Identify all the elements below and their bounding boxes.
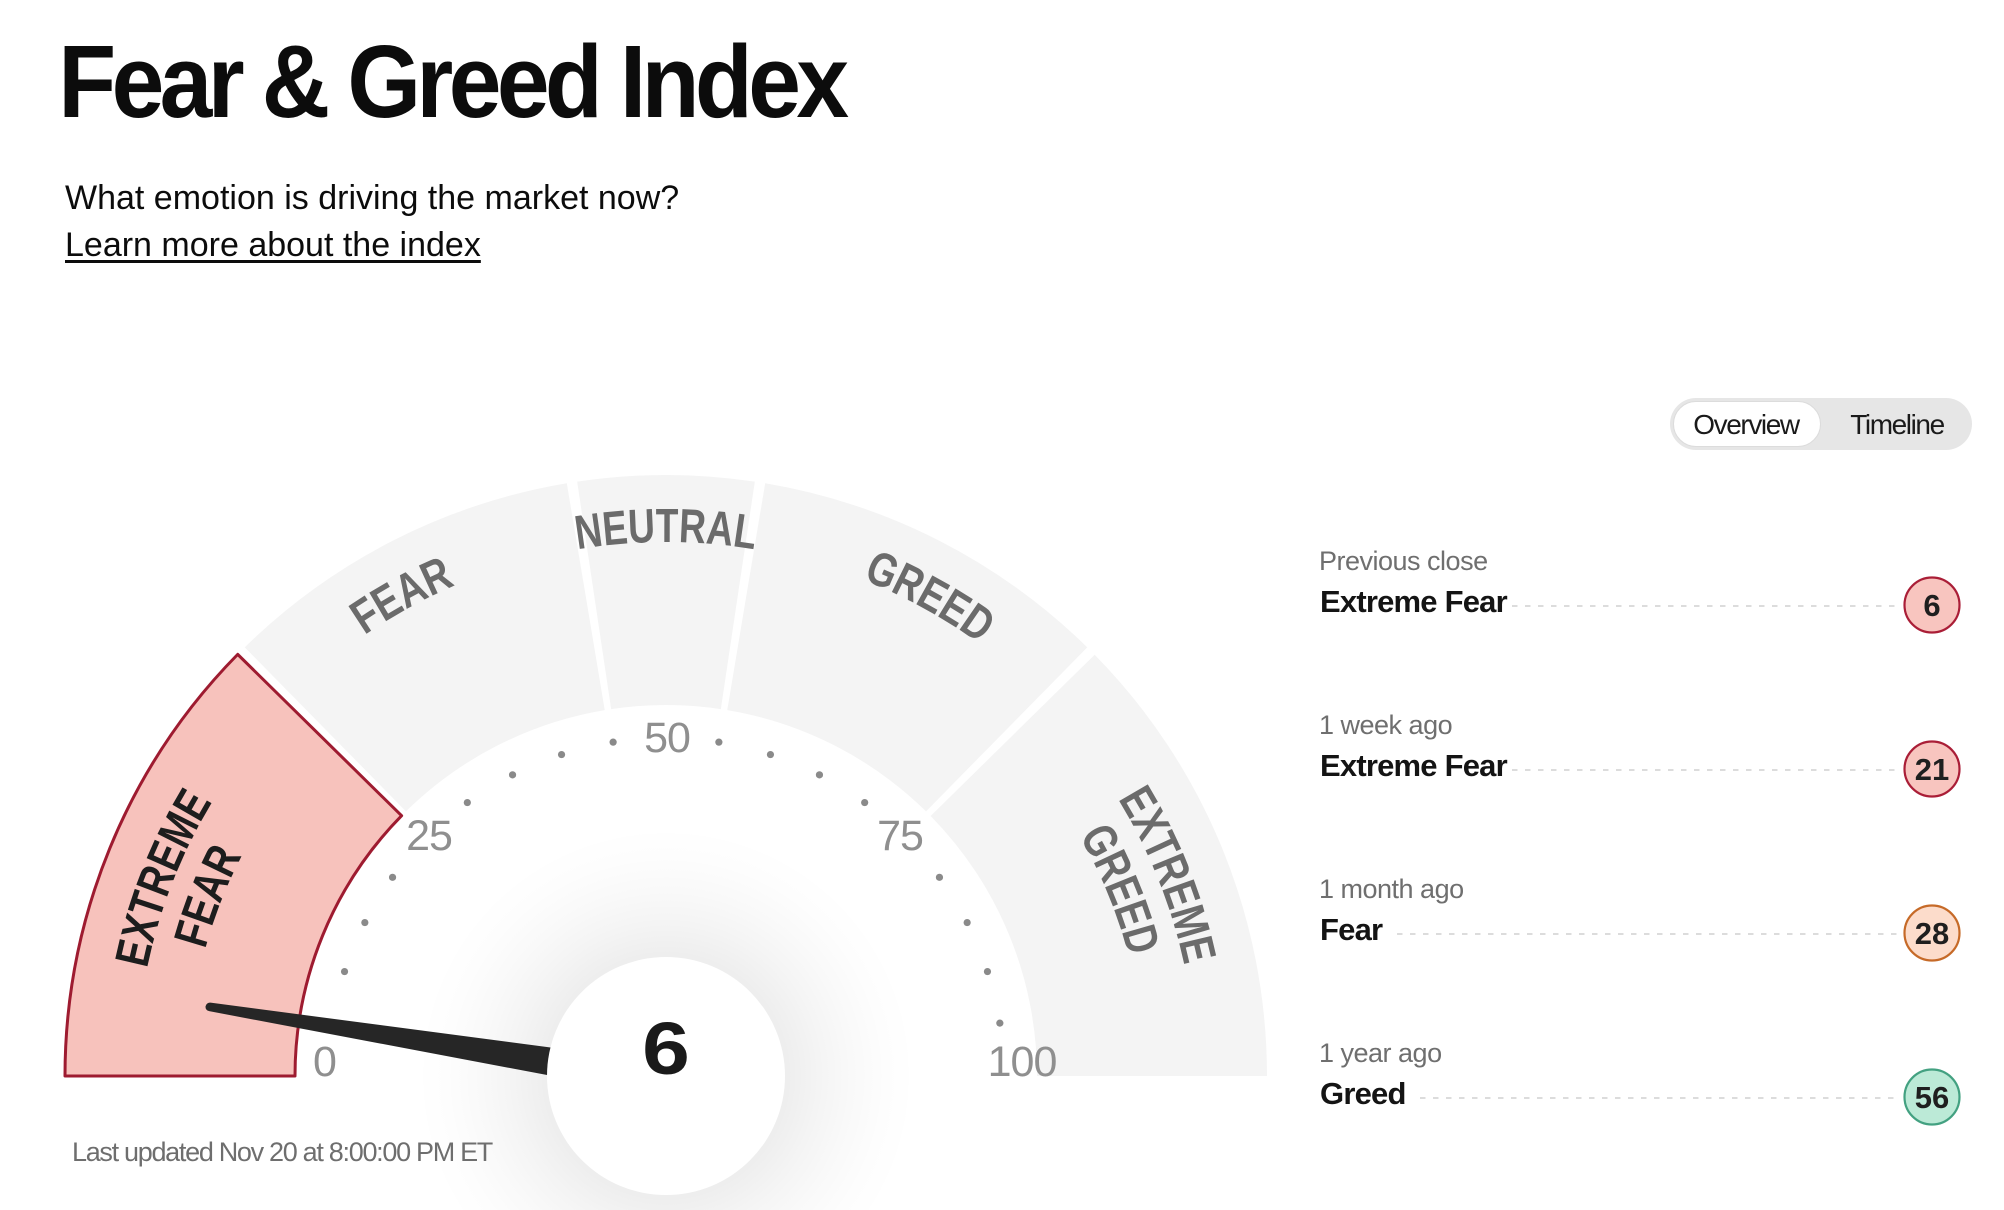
svg-text:6: 6 [642,1007,690,1090]
svg-text:50: 50 [644,714,690,762]
svg-text:0: 0 [313,1038,336,1086]
svg-text:6: 6 [1923,588,1940,623]
svg-text:100: 100 [988,1038,1057,1086]
svg-text:25: 25 [406,812,452,860]
svg-text:21: 21 [1915,752,1949,787]
svg-text:56: 56 [1915,1080,1949,1115]
svg-text:28: 28 [1915,916,1949,951]
svg-text:75: 75 [877,812,923,860]
svg-text:NEUTRAL: NEUTRAL [571,500,760,560]
